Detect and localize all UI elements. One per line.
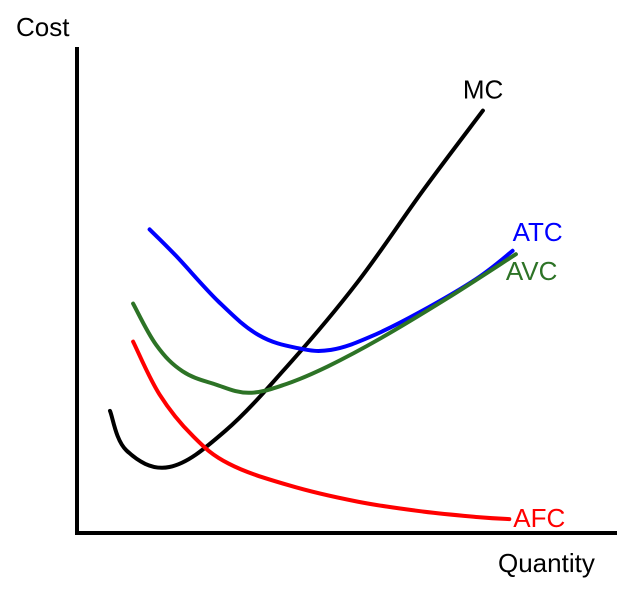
curve-labels-group: MC ATC AVC AFC bbox=[463, 75, 565, 533]
x-axis-label: Quantity bbox=[498, 548, 595, 578]
afc-curve bbox=[131, 339, 512, 522]
avc-label: AVC bbox=[506, 256, 558, 286]
atc-label: ATC bbox=[513, 217, 563, 247]
y-axis-label: Cost bbox=[16, 12, 70, 42]
afc-label: AFC bbox=[513, 503, 565, 533]
mc-curve bbox=[108, 108, 485, 470]
curves-group bbox=[108, 108, 518, 522]
avc-curve bbox=[131, 252, 518, 395]
mc-label: MC bbox=[463, 75, 503, 105]
